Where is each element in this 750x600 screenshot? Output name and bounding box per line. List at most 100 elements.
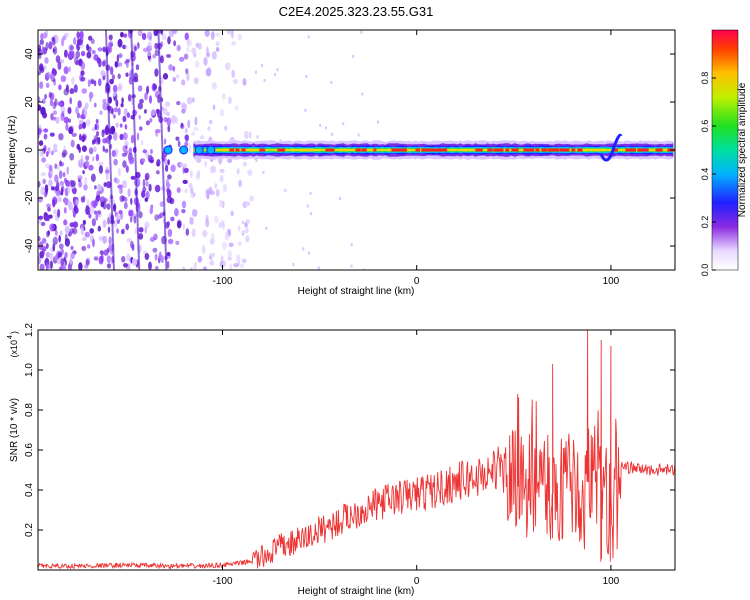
heatmap-noise-cell <box>113 158 118 166</box>
spectrogram-y-label: Frequency (Hz) <box>7 116 18 185</box>
heatmap-noise-cell <box>45 251 51 258</box>
heatmap-noise-cell <box>231 41 236 46</box>
heatmap-noise-cell <box>52 243 56 252</box>
heatmap-noise-cell <box>80 70 85 76</box>
heatmap-faint-cell <box>265 226 268 230</box>
heatmap-noise-cell <box>54 185 59 192</box>
heatmap-noise-cell <box>65 180 70 187</box>
heatmap-noise-cell <box>41 98 46 104</box>
heatmap-noise-cell <box>224 125 228 131</box>
heatmap-noise-cell <box>196 170 201 178</box>
snr-background <box>38 330 675 570</box>
heatmap-noise-cell <box>123 33 128 38</box>
heatmap-core-cell <box>415 148 420 152</box>
heatmap-noise-cell <box>128 209 134 216</box>
heatmap-noise-cell <box>129 216 133 223</box>
heatmap-noise-cell <box>67 107 72 114</box>
y-tick-label: 1.2 <box>24 323 35 337</box>
heatmap-noise-cell <box>60 257 65 267</box>
heatmap-faint-cell <box>263 78 266 82</box>
heatmap-noise-cell <box>145 180 149 187</box>
heatmap-noise-cell <box>76 38 81 45</box>
heatmap-noise-cell <box>48 164 53 172</box>
heatmap-noise-cell <box>121 97 124 104</box>
heatmap-noise-cell <box>149 95 152 104</box>
heatmap-noise-cell <box>49 99 54 107</box>
heatmap-noise-cell <box>90 38 95 45</box>
heatmap-noise-cell <box>167 174 172 180</box>
heatmap-noise-cell <box>64 251 68 259</box>
heatmap-noise-cell <box>182 223 186 230</box>
heatmap-noise-cell <box>38 180 41 188</box>
heatmap-faint-cell <box>241 232 244 236</box>
heatmap-noise-cell <box>78 158 84 164</box>
heatmap-noise-cell <box>249 195 255 202</box>
heatmap-faint-cell <box>309 191 312 195</box>
heatmap-noise-cell <box>38 256 42 265</box>
heatmap-noise-cell <box>113 114 116 119</box>
heatmap-faint-cell <box>261 64 263 67</box>
heatmap-noise-cell <box>167 228 173 238</box>
heatmap-noise-cell <box>227 158 233 163</box>
heatmap-noise-cell <box>188 144 192 154</box>
heatmap-core-cell <box>643 148 649 152</box>
heatmap-faint-cell <box>241 221 244 225</box>
heatmap-core-cell <box>493 148 502 152</box>
spectrogram-panel: -100 0 100 -40 -20 0 20 40 Height of straight l… <box>7 29 676 297</box>
heatmap-noise-cell <box>202 230 208 238</box>
snr-ticks: -100 0 100 0.2 0.4 0.6 0.8 1.0 1.2 <box>24 323 675 587</box>
heatmap-noise-cell <box>184 141 189 147</box>
heatmap-noise-cell <box>155 170 160 175</box>
heatmap-noise-cell <box>82 219 86 225</box>
heatmap-noise-cell <box>215 47 220 52</box>
heatmap-noise-cell <box>159 55 164 64</box>
heatmap-core-cell <box>565 148 570 152</box>
heatmap-noise-cell <box>227 249 232 258</box>
heatmap-noise-cell <box>49 252 54 261</box>
heatmap-noise-cell <box>113 107 119 113</box>
heatmap-noise-cell <box>154 68 159 77</box>
heatmap-noise-cell <box>186 72 190 81</box>
heatmap-blob <box>206 145 216 155</box>
heatmap-noise-cell <box>90 200 96 207</box>
heatmap-noise-cell <box>167 125 171 133</box>
heatmap-noise-cell <box>38 127 42 134</box>
heatmap-noise-cell <box>205 190 210 198</box>
heatmap-noise-cell <box>146 50 152 57</box>
heatmap-core-cell <box>277 148 286 152</box>
heatmap-noise-cell <box>96 190 101 198</box>
heatmap-noise-cell <box>108 34 113 41</box>
heatmap-noise-cell <box>154 265 159 270</box>
heatmap-noise-cell <box>95 153 100 162</box>
chart-title: C2E4.2025.323.23.55.G31 <box>279 4 434 19</box>
heatmap-noise-cell <box>51 186 55 191</box>
heatmap-noise-cell <box>112 84 118 93</box>
heatmap-noise-cell <box>102 102 108 111</box>
heatmap-noise-cell <box>230 210 234 217</box>
heatmap-noise-cell <box>57 208 61 218</box>
heatmap-noise-cell <box>81 245 87 252</box>
heatmap-noise-cell <box>166 187 171 193</box>
heatmap-noise-cell <box>82 121 86 129</box>
heatmap-noise-cell <box>128 156 135 165</box>
heatmap-noise-cell <box>80 76 86 82</box>
heatmap-core-cell <box>259 148 266 152</box>
heatmap-noise-cell <box>70 245 74 251</box>
heatmap-noise-cell <box>143 47 149 53</box>
heatmap-noise-cell <box>222 183 227 193</box>
heatmap-noise-cell <box>121 152 127 157</box>
heatmap-noise-cell <box>124 196 128 203</box>
heatmap-noise-cell <box>181 208 186 214</box>
y-tick-label: 20 <box>24 96 35 108</box>
heatmap-noise-cell <box>69 45 74 51</box>
heatmap-noise-cell <box>103 182 107 187</box>
heatmap-noise-cell <box>48 91 52 99</box>
y-tick-label: 0.2 <box>24 523 35 537</box>
heatmap-faint-cell <box>342 122 345 126</box>
heatmap-noise-cell <box>115 99 119 107</box>
y-tick-label: 0.8 <box>24 403 35 417</box>
heatmap-faint-cell <box>331 132 334 136</box>
heatmap-noise-cell <box>150 109 156 116</box>
heatmap-noise-cell <box>244 134 249 139</box>
heatmap-noise-cell <box>38 96 41 103</box>
